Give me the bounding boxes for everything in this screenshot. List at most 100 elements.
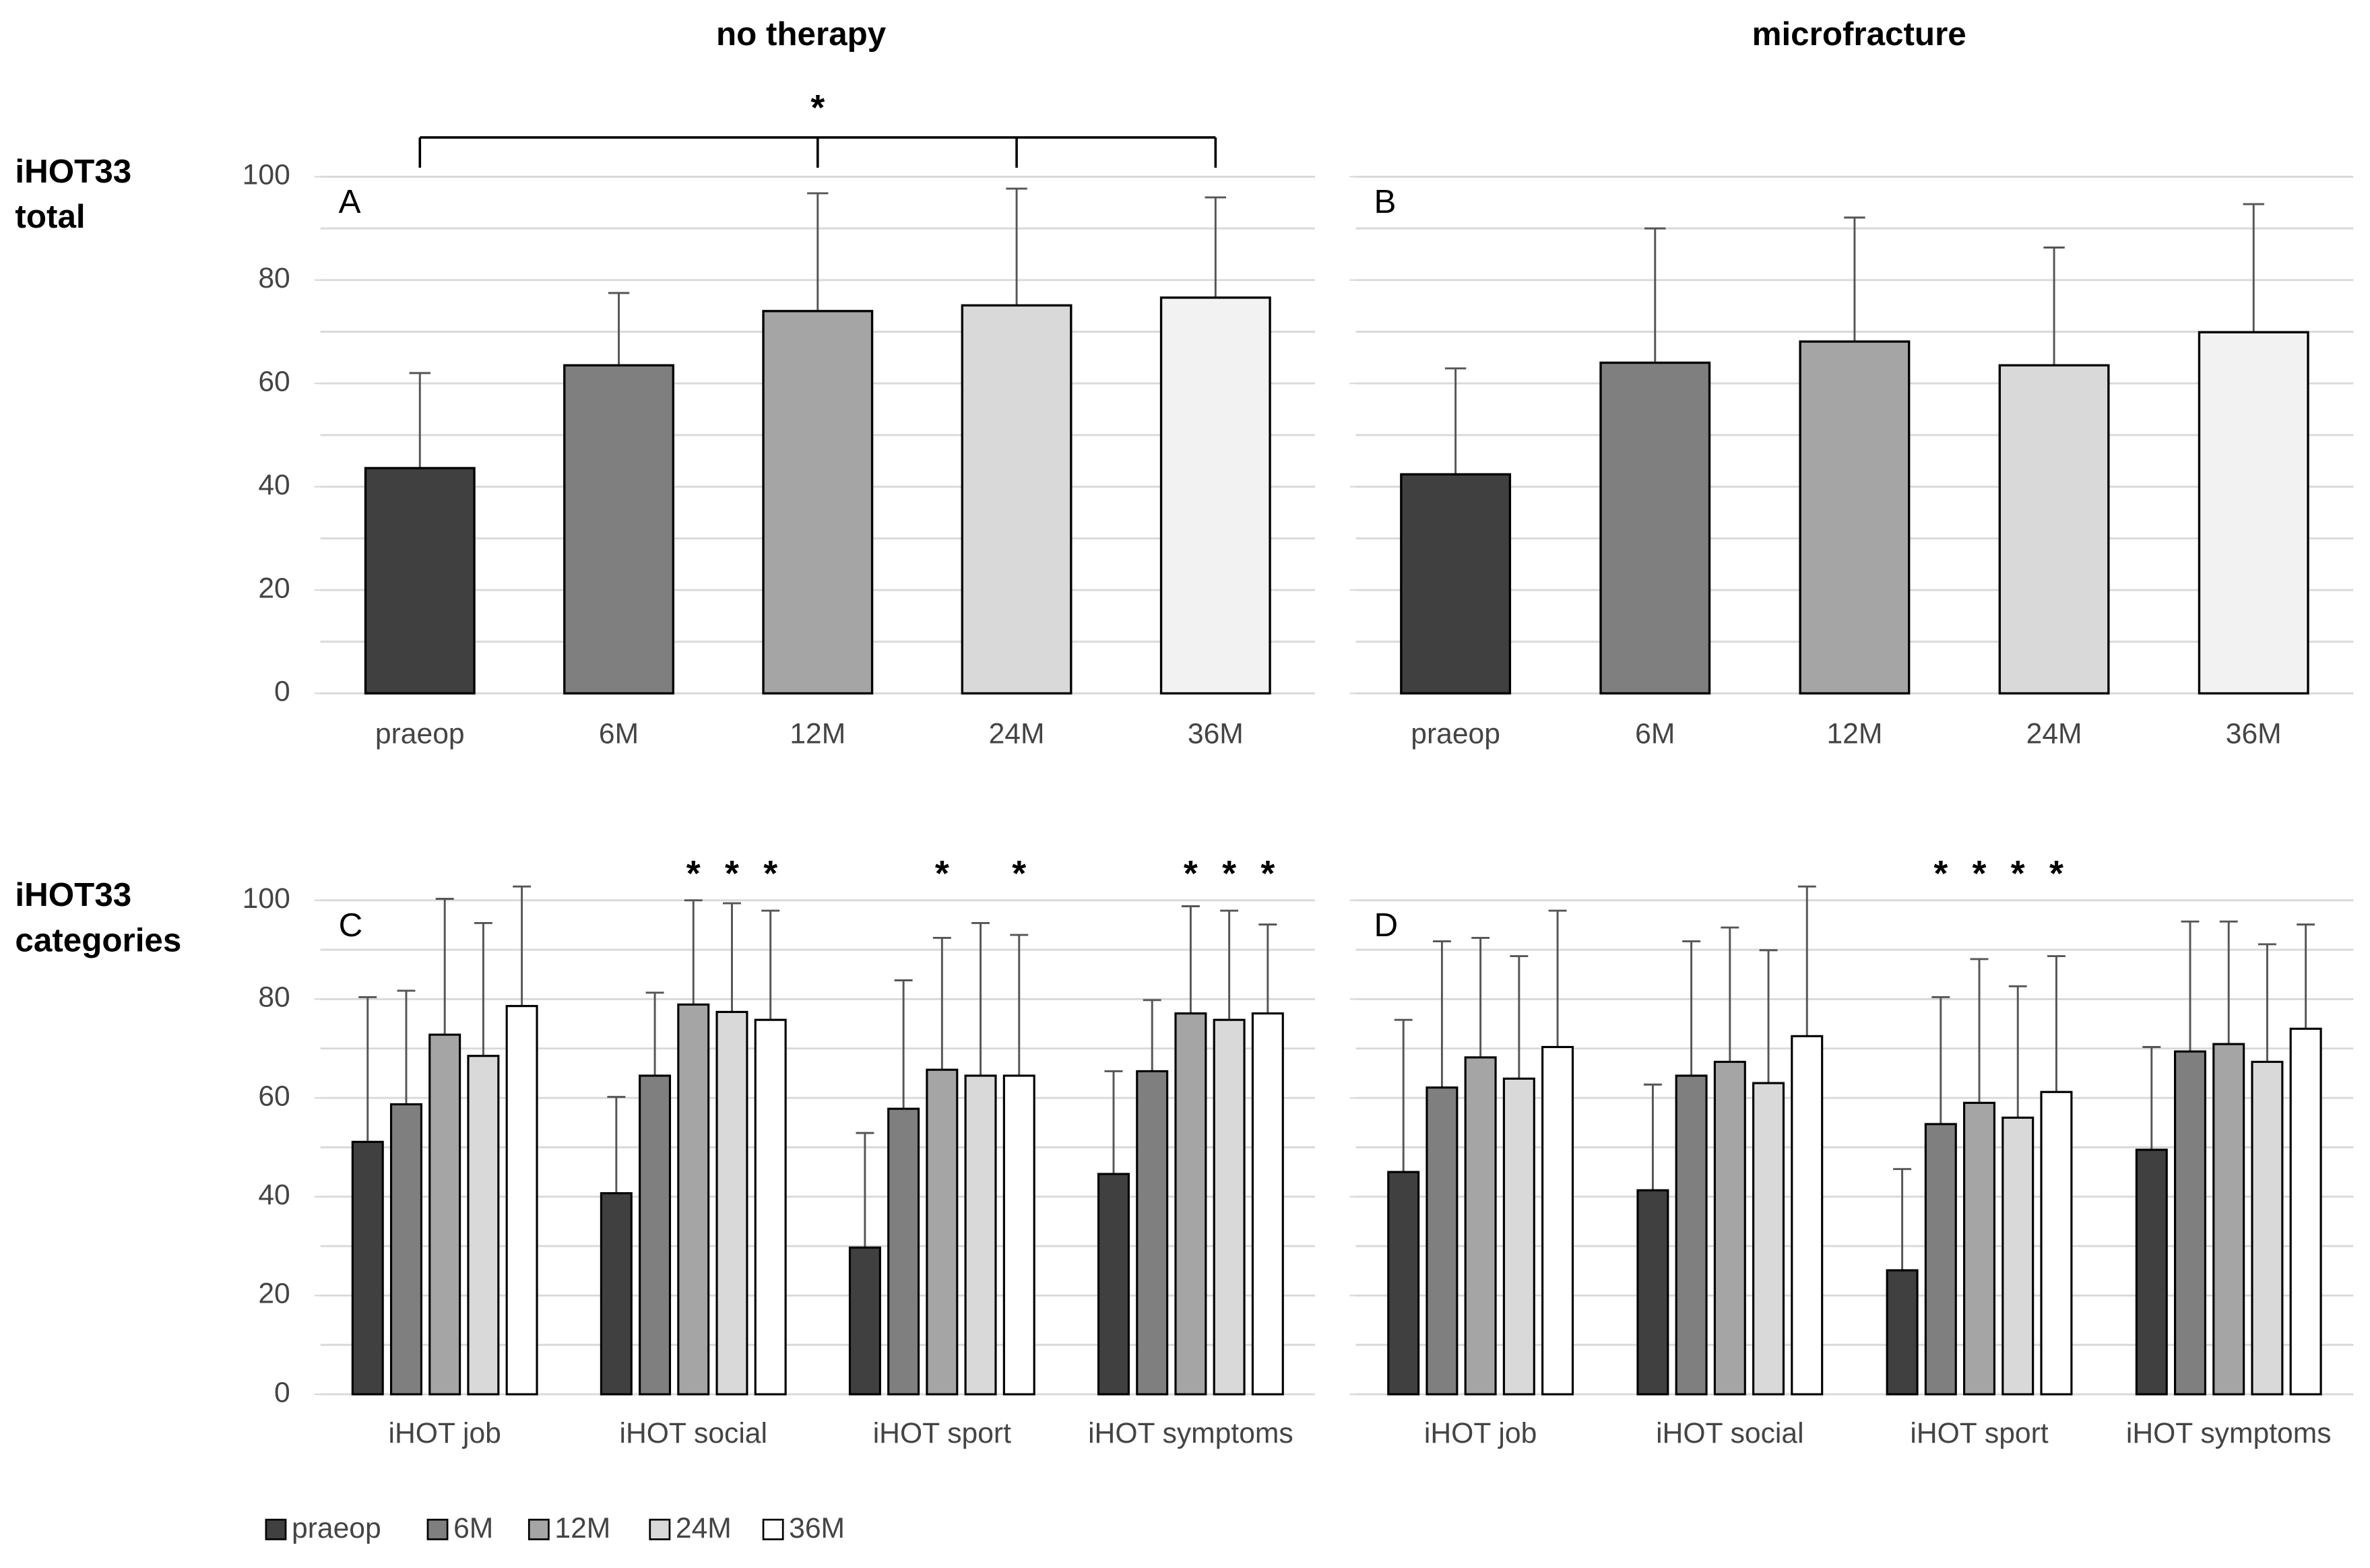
bar [2289, 1027, 2322, 1396]
error-bar [723, 902, 741, 1012]
bar [2135, 1148, 2168, 1396]
error-bar [474, 921, 492, 1056]
bar [1502, 1077, 1535, 1396]
bar [1387, 1171, 1420, 1396]
panel-label: C [339, 907, 363, 944]
bar [1464, 1056, 1497, 1396]
error-bar [409, 372, 430, 469]
row-title: iHOT33 [15, 153, 131, 190]
bar [1159, 296, 1271, 695]
significance-star: * [810, 88, 825, 128]
error-bar [1721, 926, 1739, 1062]
bar [389, 1103, 422, 1396]
bar [467, 1055, 500, 1396]
bar [2251, 1060, 2284, 1396]
bar [1097, 1173, 1130, 1396]
bar [2212, 1043, 2245, 1396]
x-tick-label: iHOT sport [1910, 1417, 2048, 1449]
error-bar [358, 995, 377, 1142]
bar [1541, 1045, 1574, 1396]
x-tick-label: 6M [1635, 718, 1675, 750]
error-bar [684, 899, 703, 1005]
error-bar [2219, 920, 2238, 1045]
panel-label: A [339, 183, 361, 220]
error-bar [856, 1132, 874, 1248]
bar [926, 1068, 959, 1396]
significance-star: * [763, 853, 777, 894]
panel-label: D [1374, 907, 1398, 944]
error-bar [1205, 196, 1227, 298]
bar [1675, 1074, 1708, 1396]
x-tick-label: praeop [1411, 718, 1500, 750]
error-bar [1759, 949, 1778, 1084]
y-tick-label: 0 [274, 1376, 290, 1408]
error-bar [2043, 247, 2065, 366]
bar [961, 304, 1072, 695]
x-tick-label: iHOT symptoms [2126, 1417, 2332, 1449]
x-tick-label: 36M [2226, 718, 2282, 750]
error-bar [1394, 1018, 1413, 1173]
bar [715, 1010, 748, 1396]
row-title: total [15, 198, 85, 235]
x-tick-label: 24M [2026, 718, 2082, 750]
bar [964, 1074, 997, 1396]
error-bar [513, 885, 532, 1006]
bar [762, 310, 874, 695]
y-tick-label: 20 [258, 1278, 290, 1310]
bar [1174, 1012, 1207, 1396]
significance-star: * [1973, 853, 1987, 894]
bar [1136, 1070, 1169, 1396]
error-bar [1931, 995, 1950, 1124]
legend-label: 36M [789, 1512, 845, 1544]
error-bar [1844, 216, 1865, 342]
legend-label: praeop [292, 1512, 381, 1544]
x-tick-label: 36M [1188, 718, 1244, 750]
bar [1924, 1123, 1957, 1396]
legend-label: 24M [676, 1512, 732, 1544]
error-bar [807, 192, 829, 311]
bar [2174, 1050, 2207, 1396]
significance-star: * [2011, 853, 2025, 894]
x-tick-label: iHOT sport [873, 1417, 1011, 1449]
y-tick-label: 40 [258, 1179, 290, 1211]
bar [2198, 331, 2309, 695]
bar [1426, 1086, 1459, 1396]
error-bar [608, 292, 630, 366]
error-bar [1143, 999, 1161, 1072]
error-bar [2181, 920, 2200, 1052]
legend-swatch [426, 1518, 449, 1540]
bar [1636, 1189, 1669, 1396]
x-tick-label: 6M [599, 718, 639, 750]
bar [1213, 1018, 1246, 1396]
error-bar [2047, 955, 2065, 1092]
error-bar [645, 991, 664, 1076]
bar [351, 1140, 384, 1396]
y-tick-label: 20 [258, 572, 290, 604]
x-tick-label: iHOT job [1424, 1417, 1537, 1449]
significance-star: * [2049, 853, 2063, 894]
bar [887, 1107, 920, 1396]
error-bar [1893, 1168, 1912, 1271]
significance-bracket [418, 136, 1217, 168]
error-bar [1010, 934, 1029, 1076]
y-tick-label: 0 [274, 676, 290, 708]
bar [1400, 473, 1512, 695]
significance-star: * [725, 853, 739, 894]
significance-star: * [1222, 853, 1236, 894]
column-title: microfracture [1752, 15, 1966, 53]
significance-star: * [1184, 853, 1198, 894]
row-title: categories [15, 922, 181, 959]
significance-star: * [935, 853, 949, 894]
bar [1886, 1269, 1919, 1396]
bar [1599, 361, 1711, 695]
error-bar [1432, 940, 1451, 1088]
x-tick-label: 12M [790, 718, 845, 750]
x-tick-label: 12M [1826, 718, 1882, 750]
error-bar [2142, 1046, 2161, 1150]
y-tick-label: 100 [243, 159, 290, 191]
bar [600, 1192, 633, 1396]
bar [754, 1018, 787, 1396]
x-tick-label: praeop [375, 718, 465, 750]
